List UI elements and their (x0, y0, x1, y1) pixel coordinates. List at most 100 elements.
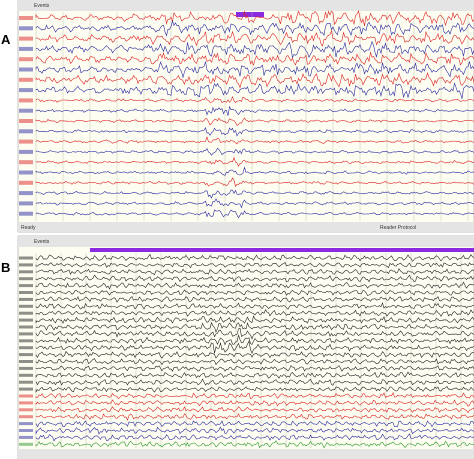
eeg-trace (35, 10, 474, 27)
eeg-trace (35, 378, 474, 386)
channel-label (19, 429, 33, 432)
channel-label (19, 387, 33, 391)
panel-a-statusbar (18, 222, 474, 232)
eeg-trace (35, 392, 474, 400)
eeg-trace (35, 72, 474, 89)
channel-label (19, 311, 33, 315)
channel-label (19, 318, 33, 322)
channel-label (19, 408, 33, 412)
eeg-trace (35, 147, 474, 156)
eeg-trace (35, 296, 474, 303)
channel-label (19, 139, 33, 144)
channel-label (19, 67, 33, 72)
channel-label (19, 191, 33, 196)
channel-label (19, 119, 33, 123)
panel-b-event-bar (90, 248, 474, 252)
panel-a-toolbar (18, 0, 474, 11)
eeg-trace (35, 321, 474, 333)
toolbar-text: Events (34, 3, 50, 9)
eeg-trace (35, 262, 474, 269)
channel-label (19, 353, 33, 357)
channel-label (19, 401, 33, 405)
channel-label (19, 291, 33, 294)
eeg-trace (35, 29, 474, 47)
eeg-trace (35, 301, 474, 310)
eeg-trace (35, 136, 474, 145)
eeg-trace (35, 340, 474, 355)
eeg-trace (35, 95, 474, 104)
channel-label (19, 149, 33, 154)
eeg-trace (35, 268, 474, 276)
eeg-trace (35, 281, 474, 290)
eeg-trace (35, 413, 474, 421)
eeg-trace (35, 386, 474, 393)
eeg-trace (35, 399, 474, 407)
eeg-trace (35, 426, 474, 435)
channel-label (19, 77, 33, 82)
eeg-trace (35, 406, 474, 414)
channel-label (19, 108, 33, 113)
eeg-trace (35, 420, 474, 428)
status-text: Ready (21, 225, 36, 231)
channel-label (19, 284, 33, 288)
eeg-trace (35, 156, 474, 167)
channel-label (19, 170, 33, 175)
channel-label (19, 160, 33, 165)
eeg-trace (35, 105, 474, 116)
channel-label (19, 270, 33, 274)
channel-label (19, 16, 33, 20)
eeg-trace (35, 198, 474, 209)
eeg-trace (35, 61, 474, 79)
eeg-trace (35, 440, 474, 449)
channel-label (19, 256, 33, 260)
channel-label (19, 442, 33, 446)
channel-label (19, 415, 33, 419)
eeg-trace (35, 350, 474, 359)
eeg-trace (35, 289, 474, 296)
eeg-trace (35, 19, 474, 37)
eeg-trace (35, 253, 474, 262)
status-text: Reader Protocol (380, 225, 416, 231)
channel-label (19, 435, 33, 439)
eeg-trace (35, 166, 474, 176)
eeg-trace (35, 371, 474, 379)
traces (19, 10, 474, 449)
channel-label (19, 263, 33, 267)
channel-label (19, 277, 33, 281)
eeg-trace (35, 358, 474, 366)
eeg-trace (35, 274, 474, 283)
eeg-trace (35, 309, 474, 317)
channel-label (19, 180, 33, 185)
channel-label (19, 57, 33, 62)
eeg-trace (35, 333, 474, 346)
channel-label (19, 88, 33, 93)
channel-label (19, 332, 33, 336)
panel-b-statusbar (18, 449, 474, 459)
eeg-trace (35, 364, 474, 372)
channel-label (19, 380, 33, 384)
panel-label: B (1, 260, 10, 275)
panel-a-frame (17, 0, 474, 233)
eeg-trace (35, 315, 474, 324)
eeg-trace (35, 126, 474, 137)
toolbar-text: Events (34, 239, 50, 245)
channel-label (19, 129, 33, 134)
eeg-trace (35, 327, 474, 340)
eeg-trace (35, 40, 474, 59)
panel-label: A (1, 32, 11, 47)
channel-label (19, 360, 33, 363)
channel-label (19, 346, 33, 350)
eeg-trace (35, 433, 474, 442)
channel-label (19, 304, 33, 308)
channel-label (19, 422, 33, 426)
channel-label (19, 373, 33, 377)
eeg-trace (35, 209, 474, 219)
channel-label (19, 325, 33, 329)
channel-label (19, 211, 33, 216)
channel-label (19, 36, 33, 41)
channel-label (19, 297, 33, 301)
channel-label (19, 201, 33, 206)
eeg-trace (35, 117, 474, 126)
panel-b-toolbar (18, 236, 474, 247)
